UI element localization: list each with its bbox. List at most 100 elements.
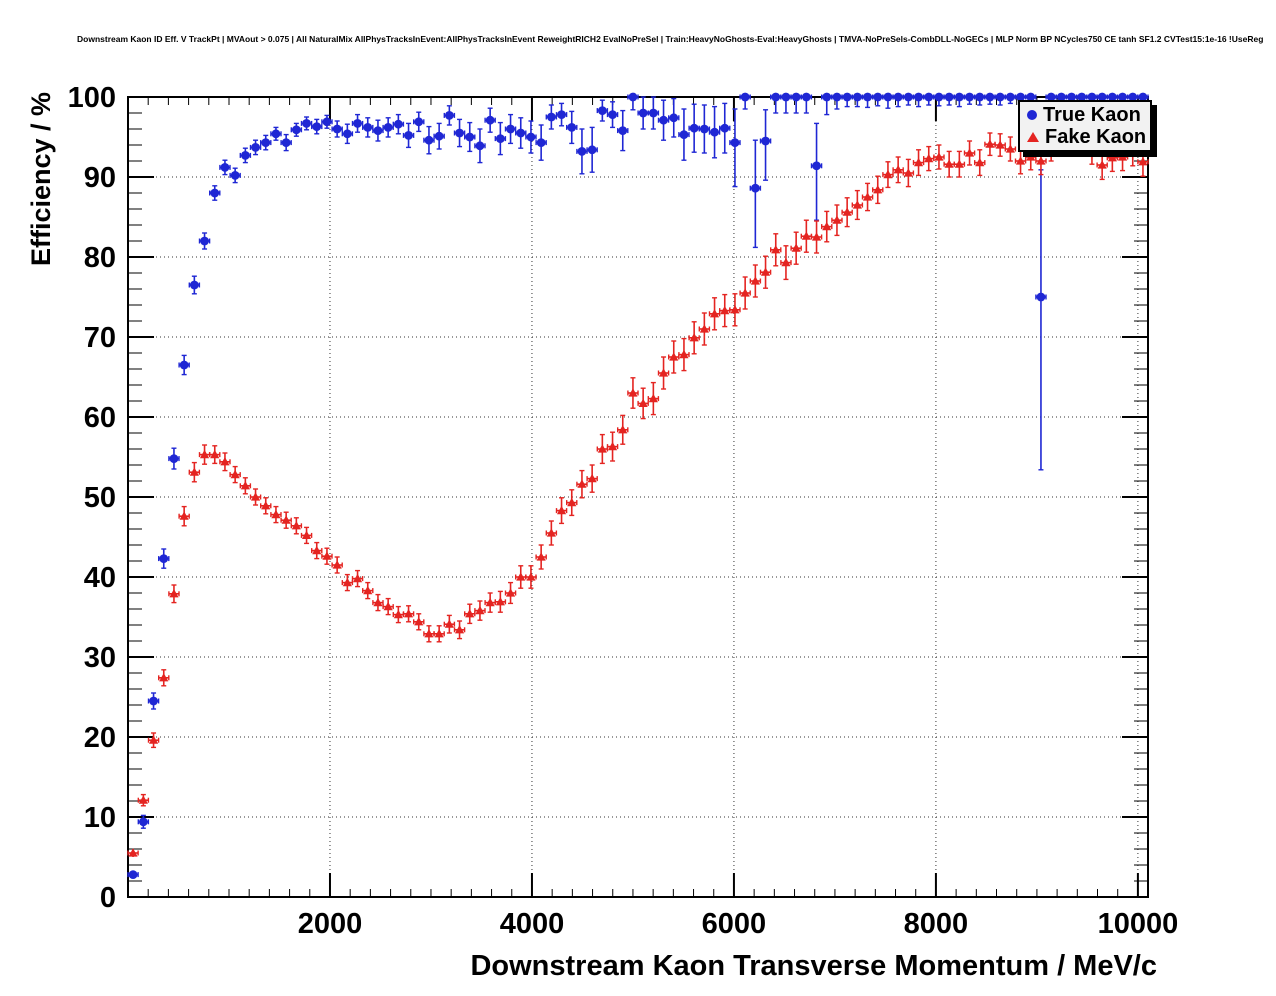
data-point-fake-kaon: [403, 609, 414, 618]
data-point-fake-kaon: [230, 469, 240, 479]
data-point-fake-kaon: [730, 305, 740, 314]
data-point-fake-kaon: [505, 588, 516, 597]
data-point-true-kaon: [444, 111, 454, 120]
data-point-fake-kaon: [597, 444, 607, 453]
data-point-fake-kaon: [556, 505, 567, 515]
data-point-true-kaon: [189, 280, 199, 290]
data-point-true-kaon: [546, 112, 556, 122]
data-point-fake-kaon: [250, 492, 261, 501]
data-point-true-kaon: [689, 123, 699, 133]
data-point-fake-kaon: [628, 388, 638, 397]
x-axis-title: Downstream Kaon Transverse Momentum / Me…: [470, 950, 1157, 982]
data-point-true-kaon: [1067, 92, 1076, 102]
data-point-true-kaon: [230, 171, 240, 180]
data-point-true-kaon: [383, 123, 393, 132]
data-point-true-kaon: [353, 119, 362, 128]
data-point-fake-kaon: [1097, 160, 1107, 169]
data-point-fake-kaon: [852, 200, 862, 209]
data-point-true-kaon: [761, 136, 770, 146]
data-point-true-kaon: [812, 161, 821, 171]
data-point-true-kaon: [648, 108, 658, 118]
data-point-true-kaon: [873, 92, 883, 102]
data-point-fake-kaon: [220, 457, 230, 466]
data-point-true-kaon: [791, 92, 801, 102]
data-point-true-kaon: [985, 92, 995, 102]
data-point-true-kaon: [159, 554, 169, 563]
legend-label: True Kaon: [1043, 104, 1141, 126]
data-point-fake-kaon: [822, 221, 832, 231]
data-point-fake-kaon: [516, 572, 526, 581]
data-point-true-kaon: [1046, 92, 1056, 102]
legend-label: Fake Kaon: [1045, 126, 1147, 148]
data-point-true-kaon: [271, 129, 281, 139]
data-point-true-kaon: [414, 117, 424, 127]
y-tick-label: 30: [84, 642, 116, 674]
data-point-fake-kaon: [648, 393, 658, 403]
data-point-fake-kaon: [1107, 153, 1117, 162]
data-point-fake-kaon: [271, 509, 281, 519]
data-point-fake-kaon: [791, 243, 801, 252]
data-point-true-kaon: [954, 92, 964, 102]
data-point-true-kaon: [169, 454, 179, 463]
data-point-fake-kaon: [281, 515, 291, 524]
data-point-fake-kaon: [138, 795, 148, 804]
data-point-true-kaon: [1087, 92, 1097, 102]
data-point-fake-kaon: [342, 577, 352, 587]
data-point-true-kaon: [516, 128, 526, 138]
data-point-true-kaon: [342, 129, 352, 139]
data-point-true-kaon: [312, 122, 322, 131]
data-point-true-kaon: [944, 92, 954, 102]
data-point-true-kaon: [924, 92, 934, 102]
data-point-true-kaon: [720, 123, 730, 133]
data-point-fake-kaon: [1128, 148, 1138, 157]
x-tick-label: 4000: [500, 908, 565, 940]
data-point-true-kaon: [669, 113, 679, 123]
data-point-fake-kaon: [434, 629, 444, 638]
data-point-fake-kaon: [322, 551, 332, 560]
data-point-fake-kaon: [393, 609, 403, 619]
legend: True Kaon Fake Kaon: [1018, 100, 1152, 152]
data-point-true-kaon: [638, 108, 648, 118]
data-point-fake-kaon: [383, 601, 393, 611]
data-point-true-kaon: [781, 92, 791, 102]
data-point-true-kaon: [1077, 92, 1087, 102]
data-point-true-kaon: [536, 138, 546, 148]
data-point-true-kaon: [587, 145, 597, 155]
data-point-fake-kaon: [975, 157, 985, 167]
data-point-true-kaon: [424, 135, 434, 145]
legend-item-fake-kaon: Fake Kaon: [1027, 127, 1150, 147]
data-point-fake-kaon: [567, 497, 577, 507]
data-point-true-kaon: [322, 117, 332, 127]
data-point-fake-kaon: [1117, 152, 1128, 161]
data-point-fake-kaon: [903, 168, 913, 177]
data-point-fake-kaon: [771, 245, 781, 254]
data-point-fake-kaon: [424, 629, 434, 638]
data-point-true-kaon: [934, 92, 944, 102]
data-point-fake-kaon: [1026, 152, 1036, 161]
data-point-fake-kaon: [352, 573, 363, 583]
data-point-true-kaon: [597, 106, 607, 115]
data-point-true-kaon: [128, 870, 138, 879]
data-point-fake-kaon: [291, 521, 301, 530]
data-point-true-kaon: [138, 817, 148, 827]
data-point-true-kaon: [281, 138, 291, 148]
data-point-true-kaon: [149, 696, 158, 706]
data-point-true-kaon: [1118, 92, 1127, 102]
data-point-fake-kaon: [261, 501, 271, 510]
data-point-true-kaon: [893, 92, 903, 102]
data-point-fake-kaon: [495, 597, 505, 606]
data-point-true-kaon: [1107, 92, 1117, 102]
data-point-fake-kaon: [1005, 144, 1015, 153]
data-point-fake-kaon: [658, 368, 669, 377]
data-point-true-kaon: [332, 124, 342, 134]
data-point-fake-kaon: [740, 288, 750, 297]
data-point-fake-kaon: [811, 232, 822, 241]
data-point-true-kaon: [1138, 92, 1148, 102]
data-point-true-kaon: [210, 188, 220, 198]
data-point-fake-kaon: [1015, 156, 1026, 165]
data-point-fake-kaon: [454, 625, 465, 634]
data-point-true-kaon: [200, 236, 209, 246]
data-point-fake-kaon: [944, 159, 954, 168]
data-point-true-kaon: [373, 126, 383, 135]
data-point-true-kaon: [291, 125, 301, 135]
